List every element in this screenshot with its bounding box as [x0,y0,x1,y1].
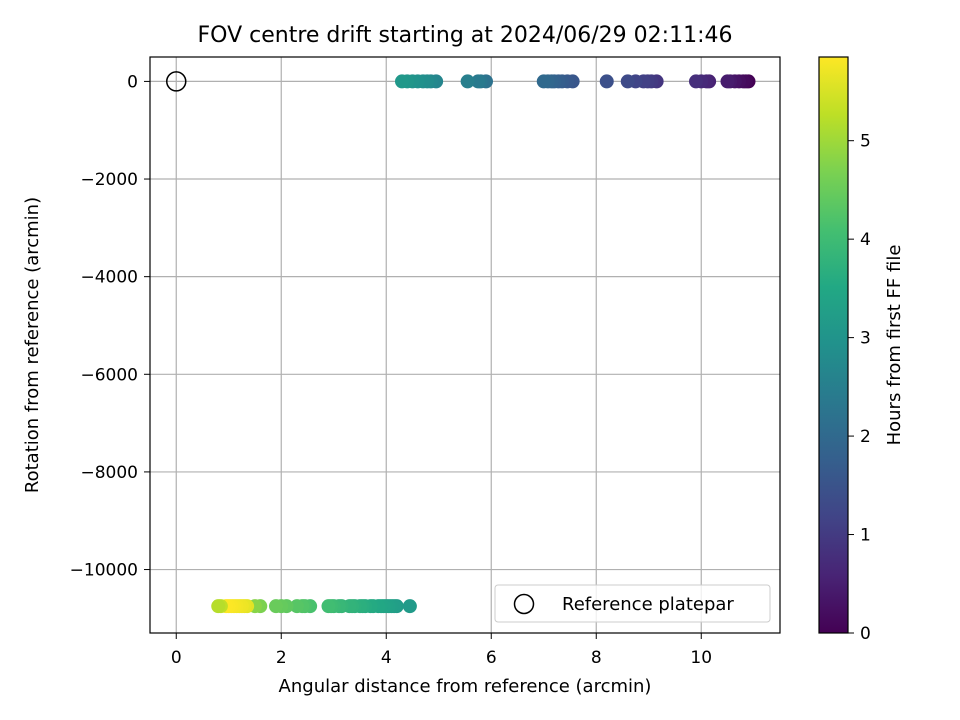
x-tick-label: 10 [690,648,712,668]
colorbar-gradient [818,56,849,634]
colorbar-tick-label: 5 [860,132,871,152]
y-tick-label: −8000 [80,463,138,483]
colorbar-tick-label: 0 [860,624,871,644]
chart-title: FOV centre drift starting at 2024/06/29 … [198,23,733,48]
colorbar-ticks: 0 1 2 3 4 5 [848,132,871,644]
data-point [720,74,735,89]
data-point [689,74,703,89]
data-point [460,74,475,89]
data-point [395,74,409,89]
x-axis-ticks: 0 2 4 6 8 10 [171,633,712,668]
x-tick-label: 6 [486,648,497,668]
grid [150,57,780,633]
y-axis-ticks: 0 −2000 −4000 −6000 −8000 −10000 [70,72,150,581]
reference-platepar-marker [166,71,187,92]
y-tick-label: 0 [127,72,138,92]
data-point [536,74,551,89]
legend-marker [513,593,535,615]
y-tick-label: −4000 [80,268,138,288]
x-tick-label: 8 [591,648,602,668]
y-tick-label: −2000 [80,170,138,190]
data-point [599,74,614,89]
colorbar-tick-label: 2 [860,427,871,447]
colorbar-label: Hours from first FF file [884,245,905,446]
colorbar: 0 1 2 3 4 5 Hours from first FF file [818,56,905,644]
data-point [290,599,304,614]
legend-box [494,584,771,623]
colorbar-tick-label: 1 [860,526,871,546]
data-point [402,599,417,614]
x-axis-label: Angular distance from reference (arcmin) [279,676,652,697]
y-tick-label: −6000 [80,365,138,385]
x-tick-label: 4 [381,648,392,668]
data-point [321,599,336,614]
plot-frame [149,56,781,634]
data-point [211,599,226,614]
data-point [471,74,486,89]
data-point [269,599,283,614]
x-tick-label: 2 [276,648,287,668]
legend: Reference platepar [494,584,771,623]
colorbar-tick-label: 3 [860,329,871,349]
y-axis-label: Rotation from reference (arcmin) [22,197,43,493]
legend-label: Reference platepar [562,594,734,615]
scatter-points [211,74,756,614]
data-point [620,74,635,89]
x-tick-label: 0 [171,648,182,668]
y-tick-label: −10000 [70,561,138,581]
colorbar-tick-label: 4 [860,230,871,250]
